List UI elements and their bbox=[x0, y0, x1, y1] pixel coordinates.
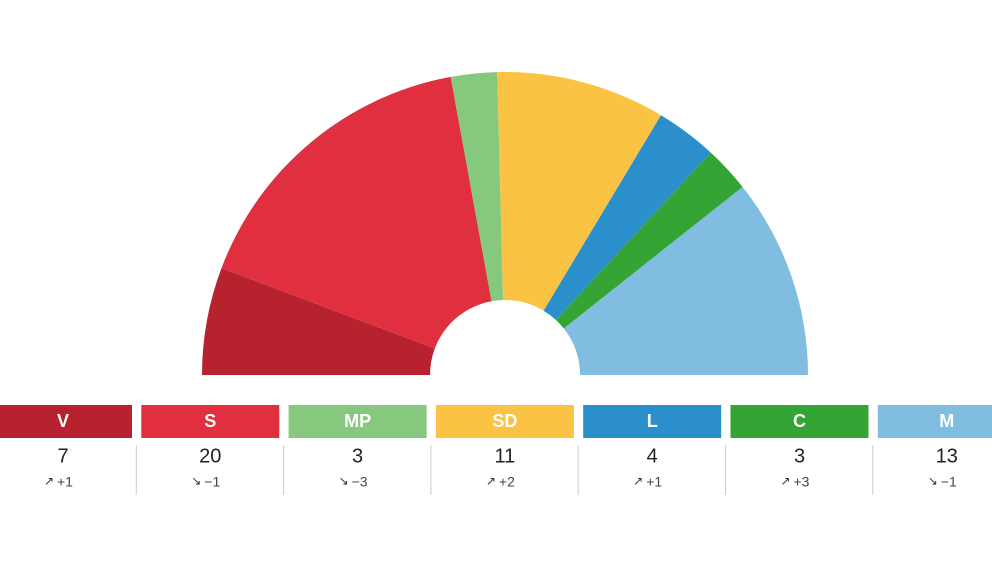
seat-change: +1 bbox=[57, 474, 73, 490]
party-box bbox=[0, 405, 132, 438]
seat-wedge bbox=[563, 186, 808, 375]
seat-change: +3 bbox=[794, 474, 810, 490]
seat-change: +1 bbox=[646, 474, 662, 490]
seat-count: 4 bbox=[647, 445, 658, 467]
party-label: MP bbox=[344, 411, 371, 431]
party-box bbox=[435, 405, 574, 438]
change-arrow: ↘ bbox=[928, 474, 938, 488]
party-label: S bbox=[204, 411, 216, 431]
seat-count: 11 bbox=[495, 445, 516, 467]
party-box bbox=[730, 405, 869, 438]
seat-change: −1 bbox=[941, 474, 957, 490]
change-arrow: ↗ bbox=[44, 474, 54, 488]
seat-count: 3 bbox=[794, 445, 805, 467]
seat-count: 3 bbox=[352, 445, 363, 467]
party-label: SD bbox=[492, 411, 517, 431]
seat-count: 13 bbox=[936, 445, 958, 467]
party-label: V bbox=[57, 411, 69, 431]
change-arrow: ↗ bbox=[633, 474, 643, 488]
change-arrow: ↘ bbox=[191, 474, 201, 488]
seat-count: 7 bbox=[57, 445, 68, 467]
change-arrow: ↘ bbox=[339, 474, 349, 488]
seat-change: −1 bbox=[204, 474, 220, 490]
change-arrow: ↗ bbox=[780, 474, 790, 488]
party-box bbox=[141, 405, 280, 438]
seat-count: 20 bbox=[199, 445, 221, 467]
seat-wedge bbox=[497, 72, 661, 311]
change-arrow: ↗ bbox=[486, 474, 496, 488]
party-label: M bbox=[939, 411, 954, 431]
seat-wedge bbox=[450, 72, 504, 302]
seat-wedge bbox=[543, 115, 711, 320]
party-box bbox=[288, 405, 427, 438]
seat-wedge bbox=[221, 76, 492, 349]
seat-change: +2 bbox=[499, 474, 515, 490]
seat-wedge bbox=[202, 268, 435, 375]
seat-change: −3 bbox=[352, 474, 368, 490]
party-box bbox=[877, 405, 992, 438]
party-label: L bbox=[647, 411, 658, 431]
seat-wedge bbox=[555, 152, 743, 329]
party-box bbox=[583, 405, 722, 438]
party-label: C bbox=[793, 411, 806, 431]
